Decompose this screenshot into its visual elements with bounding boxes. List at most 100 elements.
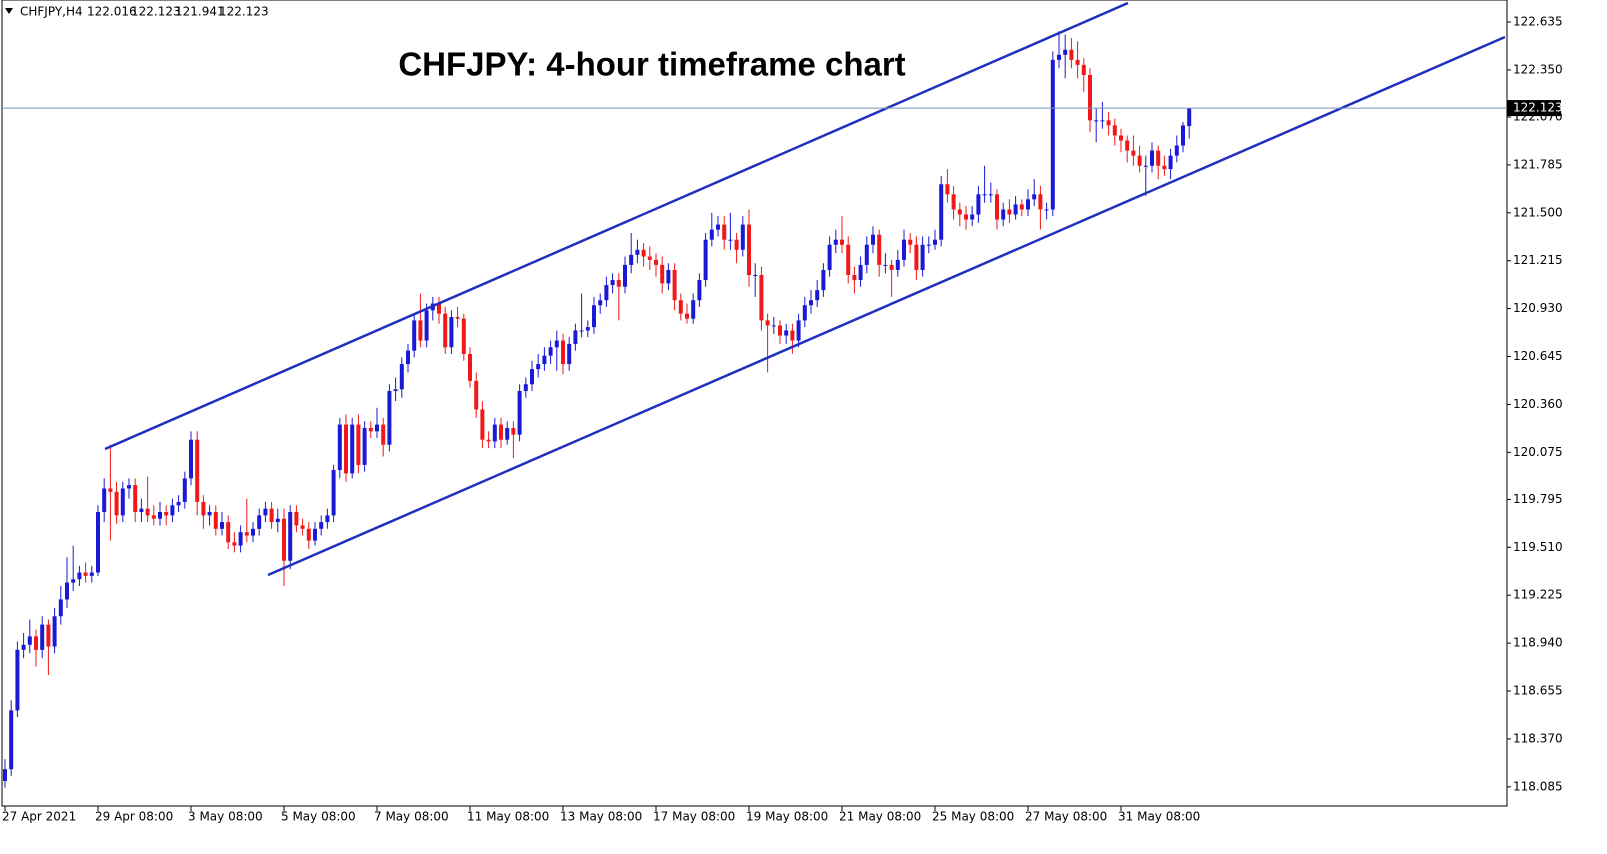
- candle-body: [1168, 155, 1173, 170]
- candle-body: [666, 269, 671, 284]
- x-tick-label: 5 May 08:00: [281, 810, 356, 824]
- candle-body: [1038, 194, 1043, 210]
- candle-body: [908, 239, 913, 245]
- x-tick-label: 21 May 08:00: [839, 810, 921, 824]
- candle-body: [226, 522, 231, 543]
- candle-body: [567, 343, 572, 365]
- candle-body: [740, 224, 745, 250]
- candle-body: [1106, 120, 1111, 126]
- candle-body: [877, 234, 882, 265]
- candle-body: [1050, 59, 1055, 210]
- candle-body: [561, 340, 565, 365]
- candle-body: [703, 239, 708, 281]
- candle-body: [145, 508, 150, 516]
- menu-arrow: [5, 8, 13, 14]
- candle-body: [809, 300, 813, 306]
- candle-body: [1143, 165, 1148, 167]
- current-price-label: 122.123: [1513, 101, 1563, 115]
- candle-body: [709, 229, 714, 240]
- candle-body: [976, 194, 981, 215]
- candle-body: [778, 325, 782, 336]
- candle-body: [1131, 150, 1136, 156]
- candle-body: [21, 644, 26, 650]
- candle-body: [1069, 49, 1074, 60]
- candle-body: [554, 340, 559, 348]
- candle-body: [89, 572, 94, 576]
- candle-body: [492, 424, 497, 442]
- candle-body: [871, 234, 875, 245]
- candle-body: [108, 488, 113, 492]
- candle-body: [889, 264, 894, 270]
- candle-body: [52, 616, 57, 647]
- y-tick-label: 120.930: [1513, 301, 1563, 315]
- candle-body: [945, 184, 950, 195]
- candle-body: [46, 624, 51, 647]
- y-tick-label: 122.635: [1513, 15, 1563, 29]
- candle-body: [939, 184, 944, 240]
- y-tick-label: 120.645: [1513, 349, 1563, 363]
- candle-body: [548, 347, 553, 356]
- candle-body: [672, 269, 677, 301]
- header-high: 122.123: [131, 5, 181, 19]
- candle-body: [1007, 209, 1012, 215]
- candle-body: [765, 320, 770, 326]
- candle-body: [1013, 204, 1018, 215]
- candle-body: [629, 254, 634, 265]
- candle-body: [207, 512, 212, 516]
- y-tick-label: 122.350: [1513, 62, 1563, 76]
- candle-body: [1125, 140, 1130, 151]
- candle-body: [604, 285, 609, 301]
- current-price-box: [1507, 100, 1561, 117]
- candle-body: [96, 512, 100, 573]
- y-tick-label: 119.795: [1513, 492, 1563, 506]
- candle-body: [995, 194, 999, 220]
- candle-body: [902, 239, 906, 260]
- candle-body: [1119, 135, 1123, 141]
- candle-body: [821, 269, 826, 291]
- candle-body: [1174, 145, 1179, 156]
- candle-body: [1026, 199, 1030, 210]
- candle-body: [201, 501, 206, 516]
- candle-body: [114, 491, 119, 516]
- candle-body: [213, 512, 218, 529]
- x-tick-label: 3 May 08:00: [188, 810, 263, 824]
- candle-body: [1088, 74, 1092, 121]
- candles: [3, 31, 1192, 788]
- y-tick-label: 118.085: [1513, 779, 1563, 793]
- candle-body: [573, 330, 578, 344]
- candle-body: [933, 239, 937, 245]
- header-open: 122.016: [87, 5, 137, 19]
- candle-body: [1057, 54, 1061, 60]
- symbol: CHFJPY,H4: [20, 5, 83, 19]
- y-tick-label: 121.785: [1513, 157, 1563, 171]
- candle-body: [1081, 64, 1086, 75]
- candle-body: [480, 409, 485, 440]
- candle-body: [1019, 204, 1024, 210]
- candle-body: [771, 325, 776, 327]
- y-tick-label: 120.360: [1513, 397, 1563, 411]
- candle-body: [263, 508, 268, 516]
- candle-body: [1137, 155, 1142, 166]
- candle-body: [71, 579, 76, 583]
- candle-body: [697, 280, 702, 301]
- x-tick-label: 27 May 08:00: [1025, 810, 1107, 824]
- x-tick-label: 19 May 08:00: [746, 810, 828, 824]
- candle-body: [406, 350, 410, 365]
- candle-body: [988, 194, 993, 196]
- candle-body: [288, 512, 293, 561]
- candle-body: [443, 313, 448, 348]
- candle-body: [523, 384, 528, 391]
- candle-body: [158, 512, 162, 519]
- candle-body: [40, 624, 45, 650]
- candle-body: [77, 572, 82, 580]
- candle-body: [635, 249, 640, 255]
- candle-body: [852, 274, 857, 281]
- candle-body: [195, 439, 200, 502]
- y-tick-label: 121.500: [1513, 205, 1563, 219]
- candle-body: [9, 710, 14, 770]
- candle-body: [176, 501, 181, 506]
- x-tick-label: 11 May 08:00: [467, 810, 549, 824]
- candle-body: [1032, 194, 1037, 200]
